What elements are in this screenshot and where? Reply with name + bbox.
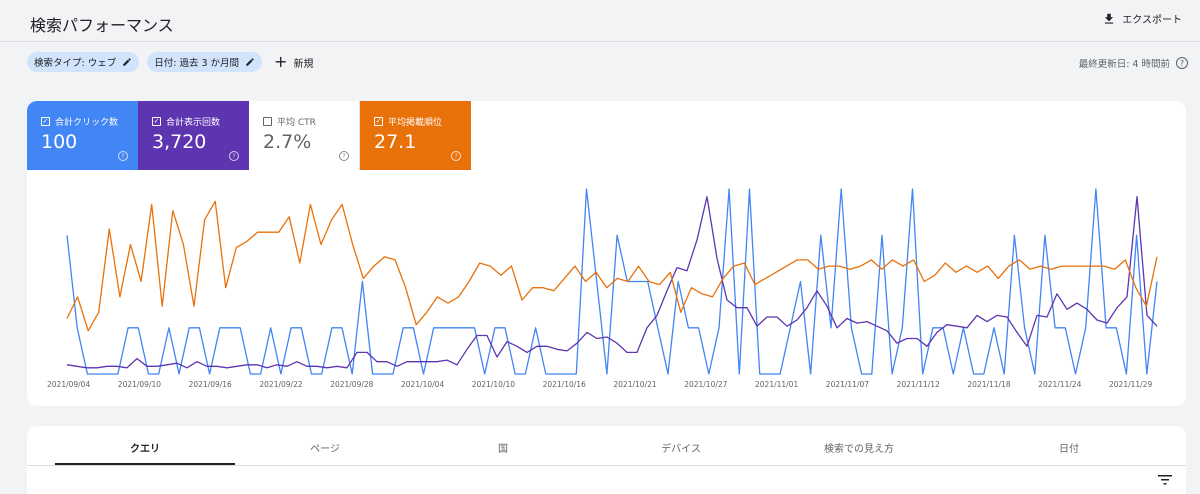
series-line-2 (66, 200, 1158, 332)
metric-label: 合計クリック数 (55, 118, 119, 128)
x-tick-label: 2021/09/28 (330, 380, 373, 389)
plus-icon: + (274, 52, 288, 71)
metric-label: 平均掲載順位 (388, 118, 443, 128)
help-icon[interactable]: ? (118, 151, 128, 161)
metric-value: 27.1 (374, 131, 417, 153)
metric-average-position[interactable]: ✓ 平均掲載順位 27.1 ? (360, 101, 471, 170)
x-tick-label: 2021/11/24 (1038, 380, 1081, 389)
tab-page[interactable]: ページ (310, 444, 340, 455)
checkbox-unchecked-icon[interactable] (263, 117, 272, 126)
x-tick-label: 2021/09/16 (189, 380, 232, 389)
metric-value: 100 (41, 131, 78, 153)
last-updated-text: 最終更新日: 4 時間前 (1078, 59, 1170, 70)
new-filter-label: 新規 (293, 58, 314, 70)
checkbox-checked-icon[interactable]: ✓ (152, 117, 161, 126)
date-range-chip[interactable]: 日付: 過去 3 か月間 (147, 52, 263, 72)
page-title: 検索パフォーマンス (30, 16, 174, 35)
x-tick-label: 2021/09/04 (47, 380, 90, 389)
edit-icon (246, 58, 254, 66)
date-range-chip-label: 日付: 過去 3 か月間 (154, 58, 240, 69)
help-icon[interactable]: ? (1176, 57, 1188, 69)
filter-bar: 検索タイプ: ウェブ 日付: 過去 3 か月間 + 新規 (27, 52, 313, 72)
x-tick-label: 2021/09/10 (118, 380, 161, 389)
tabs-divider (27, 465, 1186, 466)
x-tick-label: 2021/10/10 (472, 380, 515, 389)
top-bar: 検索パフォーマンス エクスポート (0, 0, 1200, 42)
search-type-chip-label: 検索タイプ: ウェブ (34, 58, 117, 69)
new-filter-button[interactable]: + 新規 (274, 54, 313, 70)
filter-icon[interactable] (1158, 474, 1172, 486)
x-tick-label: 2021/11/18 (967, 380, 1010, 389)
tab-country[interactable]: 国 (498, 444, 508, 455)
edit-icon (123, 58, 131, 66)
tab-search-appearance[interactable]: 検索での見え方 (824, 444, 894, 455)
active-tab-indicator (55, 463, 235, 465)
performance-card: 2021/09/04 2021/09/10 2021/09/16 2021/09/22… (27, 101, 1186, 406)
x-tick-label: 2021/10/16 (543, 380, 586, 389)
dimension-tabs-card: クエリ ページ 国 デバイス 検索での見え方 日付 (27, 426, 1186, 494)
tab-device[interactable]: デバイス (661, 444, 701, 455)
metric-label: 平均 CTR (277, 118, 316, 128)
metric-total-impressions[interactable]: ✓ 合計表示回数 3,720 ? (138, 101, 249, 170)
x-tick-label: 2021/10/04 (401, 380, 444, 389)
x-tick-label: 2021/11/01 (755, 380, 798, 389)
performance-chart: 2021/09/04 2021/09/10 2021/09/16 2021/09/22… (47, 188, 1158, 389)
export-label: エクスポート (1122, 15, 1182, 26)
x-tick-label: 2021/11/12 (897, 380, 940, 389)
series-line-0 (66, 188, 1158, 375)
x-tick-label: 2021/11/29 (1109, 380, 1152, 389)
metric-value: 3,720 (152, 131, 207, 153)
metric-label: 合計表示回数 (166, 118, 221, 128)
x-tick-label: 2021/10/21 (613, 380, 656, 389)
search-type-chip[interactable]: 検索タイプ: ウェブ (27, 52, 140, 72)
help-icon[interactable]: ? (229, 151, 239, 161)
checkbox-checked-icon[interactable]: ✓ (41, 117, 50, 126)
export-button[interactable]: エクスポート (1102, 11, 1182, 26)
last-updated: 最終更新日: 4 時間前 ? (1079, 56, 1188, 70)
x-tick-label: 2021/10/27 (684, 380, 727, 389)
tab-query[interactable]: クエリ (130, 444, 160, 455)
help-icon[interactable]: ? (451, 151, 461, 161)
metric-average-ctr[interactable]: 平均 CTR 2.7% ? (249, 101, 360, 170)
series-line-1 (66, 196, 1158, 369)
x-tick-label: 2021/09/22 (259, 380, 302, 389)
x-tick-label: 2021/11/07 (826, 380, 869, 389)
tab-date[interactable]: 日付 (1059, 444, 1079, 455)
help-icon[interactable]: ? (339, 151, 349, 161)
checkbox-checked-icon[interactable]: ✓ (374, 117, 383, 126)
metric-total-clicks[interactable]: ✓ 合計クリック数 100 ? (27, 101, 138, 170)
download-icon (1105, 13, 1114, 24)
metric-value: 2.7% (263, 131, 312, 153)
